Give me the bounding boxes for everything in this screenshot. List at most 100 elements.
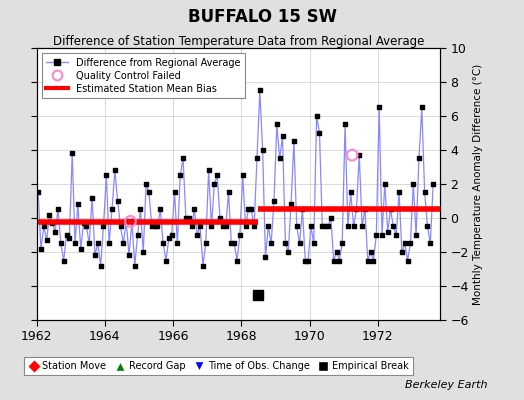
Point [82,223,91,230]
Point [227,240,236,247]
Point [423,223,432,230]
Point [156,206,165,213]
Point [179,155,187,162]
Point [126,218,135,224]
Point [398,249,406,255]
Point [116,223,125,230]
Point [258,147,267,153]
Point [173,240,181,247]
Point [426,240,434,247]
Point [88,194,96,201]
Point [145,189,153,196]
Point [256,87,264,94]
Point [208,223,216,230]
Point [188,223,196,230]
Point [134,232,142,238]
Point [204,167,213,174]
Point [99,223,107,230]
Point [415,155,423,162]
Point [224,189,233,196]
Point [247,206,256,213]
Point [330,257,338,264]
Point [332,249,341,255]
Point [94,240,102,247]
Point [284,249,292,255]
Point [219,223,227,230]
Point [168,232,176,238]
Point [139,249,147,255]
Point [292,223,301,230]
Point [213,172,221,179]
Point [355,152,364,158]
Point [348,152,356,158]
Y-axis label: Monthly Temperature Anomaly Difference (°C): Monthly Temperature Anomaly Difference (… [473,63,483,305]
Point [51,228,59,235]
Point [199,262,207,269]
Point [312,113,321,119]
Point [170,189,179,196]
Point [216,215,224,221]
Point [236,232,244,238]
Point [389,223,398,230]
Point [378,232,386,238]
Point [165,235,173,242]
Point [409,181,418,187]
Point [406,240,414,247]
Point [130,262,139,269]
Point [346,189,355,196]
Point [338,240,346,247]
Point [37,245,45,252]
Point [142,181,150,187]
Point [412,232,420,238]
Point [418,104,426,111]
Point [276,155,284,162]
Point [324,223,332,230]
Point [159,240,167,247]
Point [290,138,298,145]
Point [403,257,412,264]
Point [341,121,350,128]
Text: BUFFALO 15 SW: BUFFALO 15 SW [188,8,336,26]
Point [34,189,42,196]
Point [361,206,369,213]
Point [395,189,403,196]
Point [79,220,88,226]
Point [310,240,318,247]
Point [230,240,238,247]
Point [62,232,71,238]
Point [111,167,119,174]
Point [386,206,395,213]
Point [184,215,193,221]
Point [364,257,372,264]
Point [244,206,253,213]
Point [350,223,358,230]
Point [301,257,310,264]
Point [278,133,287,140]
Point [128,218,136,224]
Point [102,172,111,179]
Point [304,257,312,264]
Point [287,201,295,208]
Point [344,223,352,230]
Point [136,206,145,213]
Point [65,235,73,242]
Point [358,223,366,230]
Point [42,237,51,243]
Point [148,223,156,230]
Point [122,218,130,224]
Point [298,206,307,213]
Point [375,104,384,111]
Point [57,240,65,247]
Title: Difference of Station Temperature Data from Regional Average: Difference of Station Temperature Data f… [53,35,424,48]
Point [264,223,272,230]
Point [238,172,247,179]
Point [296,240,304,247]
Point [366,249,375,255]
Point [182,215,190,221]
Point [233,257,241,264]
Point [250,223,258,230]
Point [270,198,278,204]
Point [71,240,79,247]
Point [176,172,184,179]
Point [254,291,263,298]
